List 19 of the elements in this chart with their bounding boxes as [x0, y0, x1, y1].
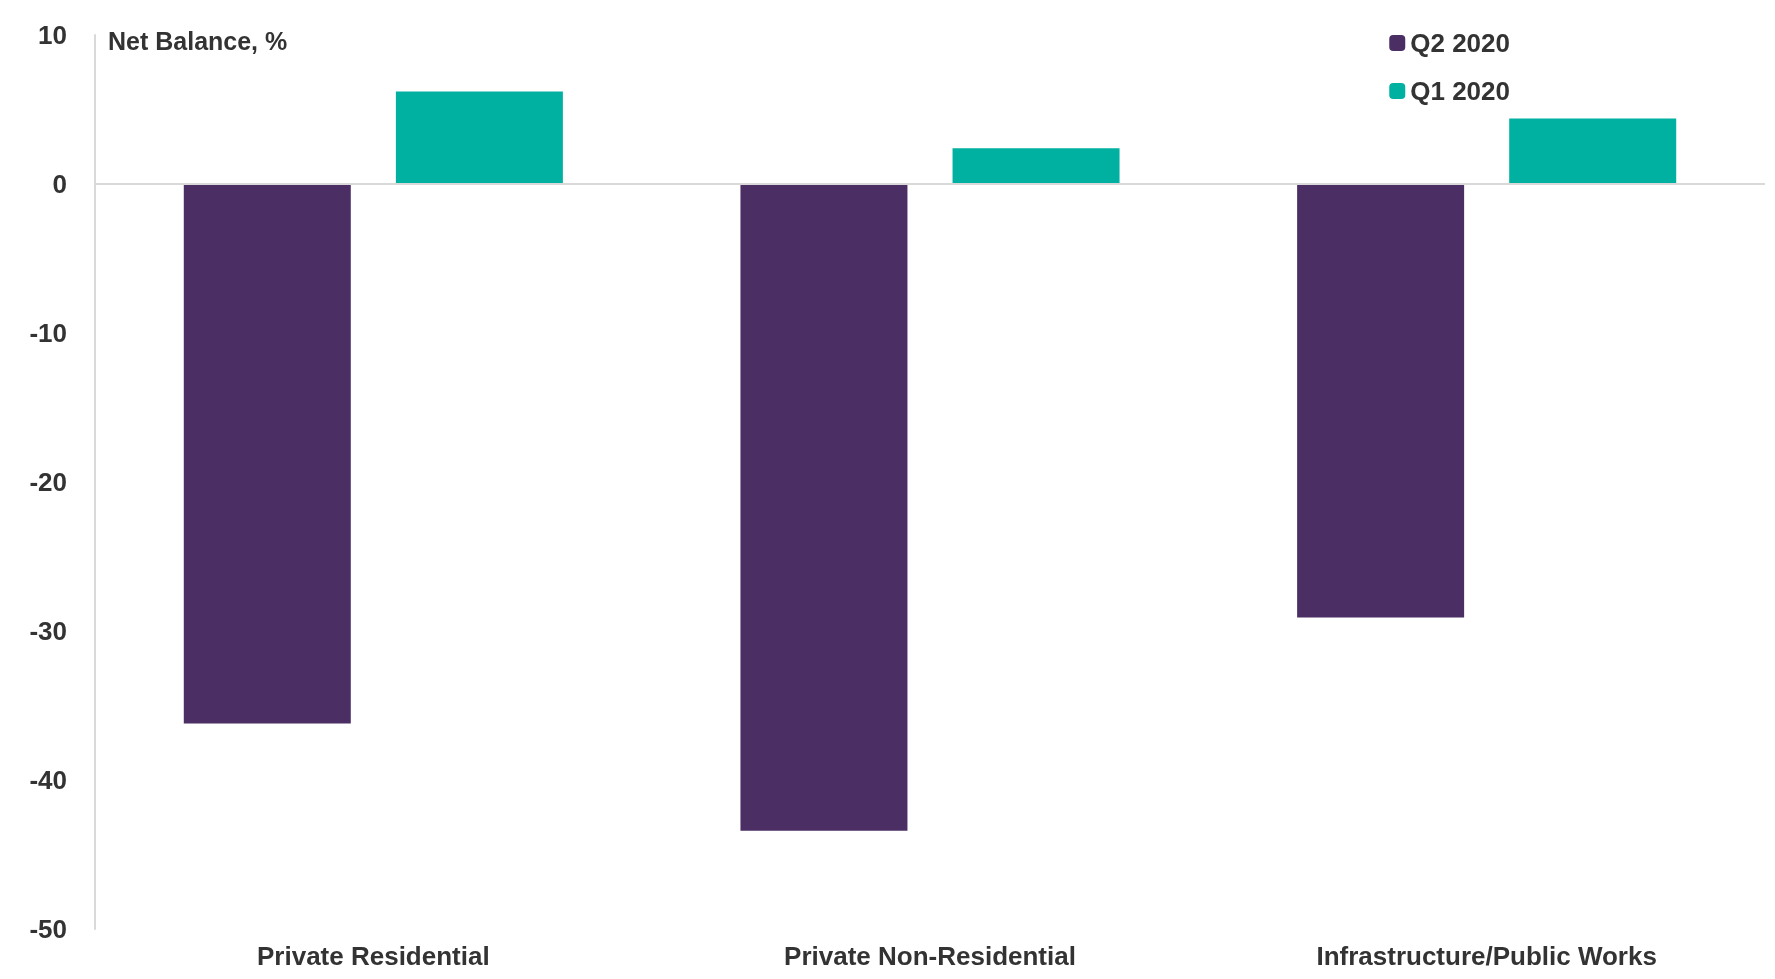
- bar: [1297, 184, 1465, 618]
- x-tick-label: Infrastructure/Public Works: [1316, 941, 1657, 971]
- x-tick-label: Private Residential: [257, 941, 490, 971]
- y-tick-label: -10: [29, 318, 67, 348]
- legend-label: Q2 2020: [1410, 28, 1510, 58]
- x-tick-label: Private Non-Residential: [784, 941, 1076, 971]
- y-tick-label: 10: [38, 20, 67, 50]
- bar: [183, 184, 351, 724]
- bar: [1509, 118, 1677, 184]
- y-axis-title: Net Balance, %: [108, 26, 288, 55]
- y-tick-label: -50: [29, 914, 67, 944]
- y-tick-label: 0: [52, 169, 67, 199]
- bar: [740, 184, 908, 831]
- legend-label: Q1 2020: [1410, 76, 1510, 106]
- y-tick-label: -20: [29, 467, 67, 497]
- y-tick-label: -40: [29, 765, 67, 795]
- bar: [952, 148, 1120, 184]
- y-tick-label: -30: [29, 616, 67, 646]
- bar: [395, 91, 563, 184]
